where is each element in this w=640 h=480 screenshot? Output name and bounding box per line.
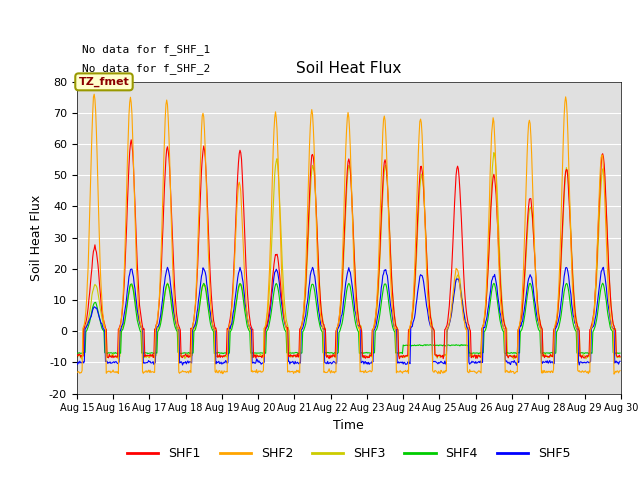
Y-axis label: Soil Heat Flux: Soil Heat Flux (30, 194, 44, 281)
Text: No data for f_SHF_1: No data for f_SHF_1 (82, 44, 211, 55)
Text: No data for f_SHF_2: No data for f_SHF_2 (82, 63, 211, 74)
Title: Soil Heat Flux: Soil Heat Flux (296, 61, 401, 76)
Legend: SHF1, SHF2, SHF3, SHF4, SHF5: SHF1, SHF2, SHF3, SHF4, SHF5 (122, 443, 575, 465)
Text: TZ_fmet: TZ_fmet (79, 77, 129, 87)
X-axis label: Time: Time (333, 419, 364, 432)
